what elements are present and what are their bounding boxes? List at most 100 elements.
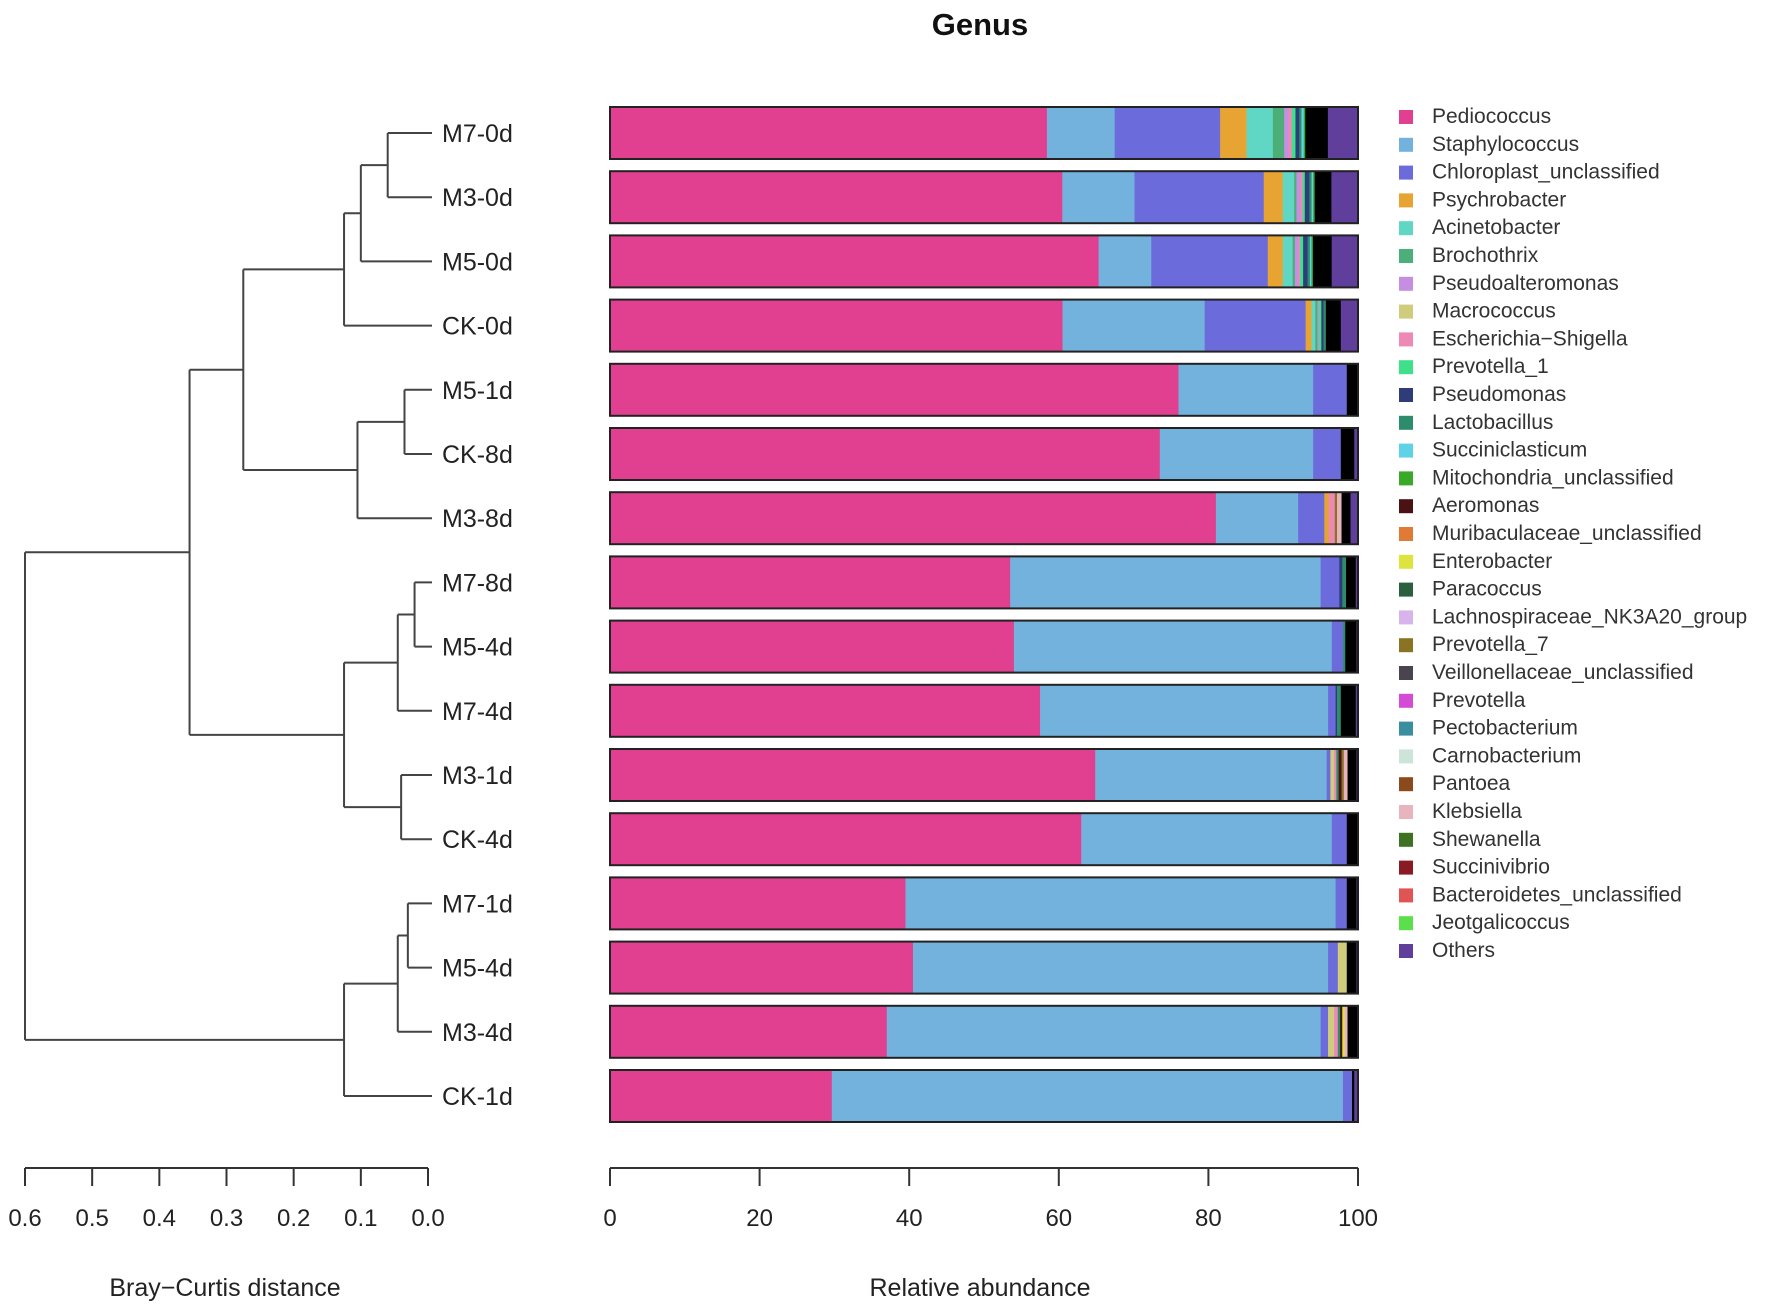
bar-segment <box>1313 363 1348 416</box>
bar-segment <box>912 941 1329 994</box>
bar-segment <box>1354 428 1359 480</box>
bar-segment <box>1340 684 1357 737</box>
legend-entry: Paracoccus <box>1399 578 1542 601</box>
legend-entry: Bacteroidetes_unclassified <box>1399 883 1682 906</box>
legend-swatch <box>1399 638 1413 653</box>
legend-entry: Klebsiella <box>1399 800 1522 823</box>
bar-segment <box>1282 235 1293 288</box>
bar-segment <box>1311 299 1316 352</box>
legend-swatch <box>1399 360 1413 375</box>
bar-segment <box>1013 620 1333 673</box>
legend-label: Acinetobacter <box>1432 216 1560 239</box>
bar-segment <box>1334 492 1338 545</box>
legend: Pediococcus Staphylococcus Chloroplast_unc… <box>1399 105 1747 962</box>
legend-swatch <box>1399 304 1413 319</box>
legend-entry: Pectobacterium <box>1399 717 1578 740</box>
legend-label: Staphylococcus <box>1432 133 1579 156</box>
bar-segment <box>1040 684 1329 737</box>
legend-entry: Escherichia−Shigella <box>1399 327 1628 350</box>
bar-segment <box>1114 107 1221 159</box>
legend-label: Veillonellaceae_unclassified <box>1432 661 1694 684</box>
distance-axis-label: Bray−Curtis distance <box>109 1274 340 1302</box>
legend-label: Mitochondria_unclassified <box>1432 466 1674 489</box>
bar-segment <box>1343 620 1346 673</box>
legend-label: Pediococcus <box>1432 105 1551 128</box>
legend-swatch <box>1399 916 1413 931</box>
legend-swatch <box>1399 805 1413 819</box>
legend-label: Lachnospiraceae_NK3A20_group <box>1432 605 1747 628</box>
stacked-bars <box>609 106 1359 1123</box>
legend-label: Prevotella <box>1432 689 1526 712</box>
bar-outline <box>609 234 1359 289</box>
sample-label: CK-4d <box>442 826 513 854</box>
bar-segment <box>1272 107 1285 159</box>
bar-segment <box>1062 171 1135 224</box>
legend-swatch <box>1399 137 1413 152</box>
sample-label: M5-4d <box>442 634 513 662</box>
bar-row <box>609 812 1359 867</box>
legend-entry: Enterobacter <box>1399 550 1552 573</box>
bar-segment <box>1134 171 1265 224</box>
bar-segment <box>1337 492 1342 545</box>
bar-segment <box>1309 235 1312 288</box>
bar-segment <box>610 620 1015 673</box>
bar-segment <box>1300 171 1303 224</box>
legend-swatch <box>1399 221 1413 236</box>
legend-swatch <box>1399 777 1413 792</box>
bar-segment <box>1340 428 1355 480</box>
bar-segment <box>1335 877 1348 930</box>
legend-entry: Others <box>1399 939 1495 962</box>
bar-segment <box>1298 235 1301 288</box>
bar-segment <box>1246 107 1274 159</box>
sample-label: M7-1d <box>442 890 513 918</box>
legend-swatch <box>1399 721 1413 736</box>
bar-segment <box>1263 171 1284 224</box>
bar-outline <box>609 1004 1359 1059</box>
legend-swatch <box>1399 332 1413 347</box>
legend-swatch <box>1399 666 1413 680</box>
bar-row <box>609 940 1359 995</box>
sample-label: M7-4d <box>442 698 513 726</box>
legend-label: Psychrobacter <box>1432 188 1566 211</box>
bar-segment <box>1284 107 1289 159</box>
bar-segment <box>1296 171 1301 224</box>
legend-label: Pseudoalteromonas <box>1432 272 1619 295</box>
bar-segment <box>1215 492 1299 545</box>
bar-row <box>609 748 1359 802</box>
sample-label: M3-1d <box>442 762 513 790</box>
legend-label: Prevotella_7 <box>1432 633 1549 656</box>
bar-segment <box>1346 813 1359 866</box>
bar-segment <box>1335 684 1338 737</box>
bar-segment <box>1295 107 1300 159</box>
sample-label: M5-0d <box>442 248 513 276</box>
legend-label: Klebsiella <box>1432 800 1522 823</box>
legend-label: Chloroplast_unclassified <box>1432 161 1660 184</box>
bar-segment <box>1341 749 1345 801</box>
bar-outline <box>609 683 1359 738</box>
distance-axis: 0.6 0.5 0.4 0.3 0.2 0.1 0.0 <box>8 1167 445 1232</box>
legend-label: Others <box>1432 939 1495 962</box>
bar-segment <box>1326 749 1331 801</box>
legend-entry: Jeotgalicoccus <box>1399 911 1570 934</box>
bar-row <box>609 298 1359 353</box>
bar-segment <box>1301 107 1305 159</box>
bar-segment <box>1331 171 1359 224</box>
bar-segment <box>1328 684 1336 737</box>
sample-label: CK-1d <box>442 1083 513 1111</box>
distance-tick-label: 0.1 <box>344 1205 377 1232</box>
bar-segment <box>1095 749 1327 801</box>
bar-outline <box>609 876 1359 931</box>
bar-segment <box>1327 107 1359 159</box>
bar-segment <box>1330 749 1335 801</box>
bar-row <box>609 555 1359 610</box>
bar-segment <box>1298 492 1325 545</box>
bar-segment <box>1299 107 1302 159</box>
legend-swatch <box>1399 110 1413 124</box>
legend-entry: Prevotella <box>1399 689 1526 712</box>
bar-segment <box>610 299 1063 352</box>
legend-label: Succinivibrio <box>1432 856 1550 879</box>
legend-label: Pectobacterium <box>1432 717 1578 740</box>
bar-segment <box>1328 492 1336 545</box>
bar-segment <box>1311 235 1314 288</box>
bar-segment <box>1311 171 1314 224</box>
